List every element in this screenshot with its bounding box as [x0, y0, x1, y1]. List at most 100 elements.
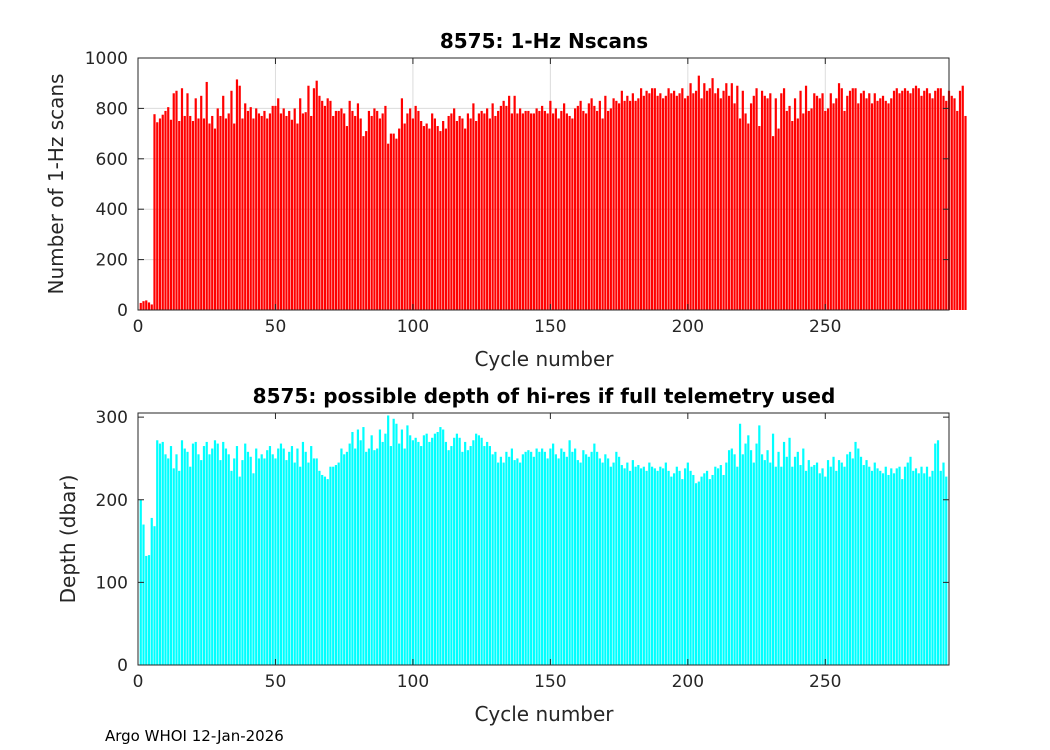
nscans-bar — [870, 103, 874, 310]
depth-bar — [527, 450, 530, 665]
depth-bar — [274, 458, 277, 665]
depth-bar — [656, 470, 659, 665]
nscans-bar — [835, 98, 838, 310]
nscans-bar — [857, 103, 860, 310]
nscans-bar — [961, 85, 964, 310]
nscans-bar — [780, 93, 783, 310]
depth-bar — [519, 462, 522, 665]
depth-x-axis-label: Cycle number — [474, 702, 614, 726]
nscans-bar — [716, 88, 720, 311]
depth-bar — [299, 466, 302, 665]
depth-bar — [549, 448, 552, 665]
depth-bar — [634, 466, 637, 665]
depth-y-tick-label: 0 — [117, 656, 128, 676]
depth-bar — [197, 454, 200, 665]
depth-bar — [826, 460, 830, 665]
depth-bar — [186, 451, 189, 665]
nscans-bar — [293, 108, 296, 311]
nscans-plot-frame — [137, 57, 950, 311]
depth-bar — [367, 448, 371, 665]
depth-bar — [587, 456, 590, 665]
nscans-bar — [813, 93, 816, 310]
depth-bar — [796, 451, 799, 665]
nscans-bar — [285, 115, 288, 311]
depth-bar — [323, 476, 327, 665]
depth-bar — [672, 473, 676, 665]
nscans-bar — [692, 93, 695, 310]
depth-bar — [301, 441, 305, 665]
nscans-bar — [450, 113, 453, 310]
nscans-bar — [557, 118, 560, 310]
depth-bar — [714, 466, 717, 665]
nscans-bar — [343, 113, 346, 310]
nscans-bar — [277, 98, 280, 310]
nscans-bar — [890, 98, 893, 310]
nscans-bar — [661, 98, 665, 310]
nscans-bar — [521, 113, 524, 310]
depth-bar — [263, 458, 266, 665]
nscans-bar — [189, 115, 192, 311]
depth-bar — [183, 448, 186, 665]
nscans-x-tick-label: 150 — [534, 317, 566, 337]
nscans-bar — [323, 105, 327, 310]
depth-bar — [840, 462, 843, 665]
nscans-bar — [824, 110, 827, 310]
depth-bar — [398, 443, 401, 665]
depth-bar — [202, 446, 206, 665]
nscans-bar — [510, 113, 513, 310]
depth-bar — [793, 456, 797, 665]
depth-bar — [686, 462, 689, 665]
depth-x-tick-label: 100 — [397, 672, 429, 692]
depth-bar — [870, 470, 874, 665]
nscans-bar — [167, 107, 170, 310]
nscans-bar — [843, 110, 846, 310]
nscans-bar — [901, 90, 904, 310]
depth-bar — [384, 433, 387, 665]
depth-bar — [260, 454, 263, 665]
nscans-bar — [202, 118, 206, 310]
nscans-bar — [898, 93, 901, 310]
depth-bar — [942, 462, 945, 665]
depth-bar — [356, 429, 360, 665]
nscans-bar — [219, 115, 222, 311]
nscans-bar — [725, 83, 728, 310]
depth-bar — [321, 474, 324, 665]
depth-bar — [318, 470, 321, 665]
depth-x-tick-label: 200 — [672, 672, 704, 692]
nscans-bar — [928, 93, 931, 310]
nscans-bar — [618, 103, 621, 310]
nscans-bar — [881, 95, 885, 310]
depth-bar — [782, 441, 786, 665]
depth-bar — [854, 441, 857, 665]
nscans-x-tick-label: 50 — [265, 317, 287, 337]
depth-bar — [164, 454, 167, 665]
nscans-bar — [788, 105, 791, 310]
depth-bar — [453, 437, 456, 665]
nscans-bar — [455, 121, 458, 310]
nscans-bar — [315, 80, 318, 311]
depth-bar — [406, 425, 409, 665]
nscans-y-ticks: 0 200 400 600 800 1000 — [85, 49, 949, 321]
depth-bar — [271, 454, 274, 665]
nscans-bar — [670, 93, 673, 310]
depth-bar — [169, 446, 173, 665]
depth-bar — [579, 462, 582, 665]
nscans-bar — [359, 118, 362, 310]
depth-bar — [719, 465, 722, 665]
depth-bar — [268, 446, 272, 665]
depth-bar — [788, 437, 791, 665]
depth-bar — [642, 466, 645, 665]
depth-bar — [835, 470, 838, 665]
depth-bar — [373, 450, 376, 665]
depth-bar — [381, 441, 384, 665]
nscans-bar — [612, 98, 615, 310]
depth-chart: 8575: possible depth of hi-res if full t… — [56, 384, 950, 726]
depth-bar — [249, 456, 252, 665]
depth-bar — [554, 454, 557, 665]
depth-bar — [387, 415, 390, 665]
depth-bar — [403, 448, 406, 665]
depth-plot-frame — [137, 412, 950, 666]
nscans-bar — [942, 95, 945, 310]
nscans-bar — [257, 113, 261, 310]
depth-bar — [211, 448, 214, 665]
